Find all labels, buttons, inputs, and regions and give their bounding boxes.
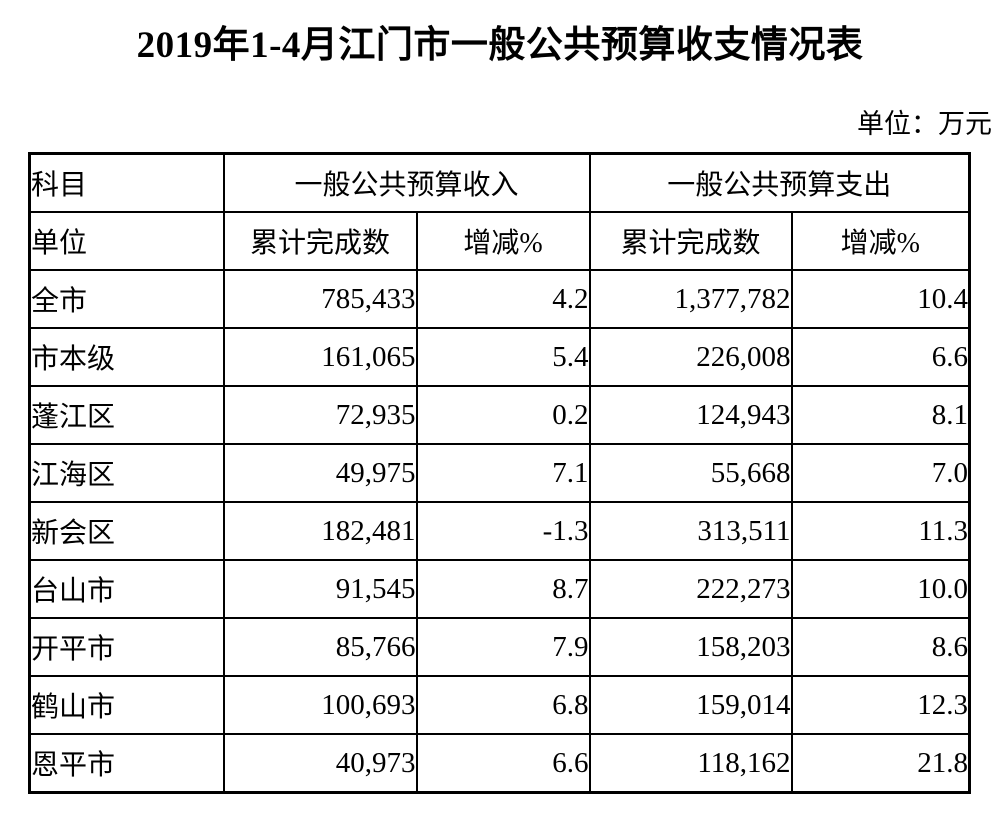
page-title: 2019年1-4月江门市一般公共预算收支情况表 — [136, 25, 864, 66]
table-row: 恩平市 40,973 6.6 118,162 21.8 — [28, 733, 971, 794]
table-row: 鹤山市 100,693 6.8 159,014 12.3 — [28, 675, 971, 735]
expenditure-value-cell: 222,273 — [588, 559, 793, 619]
income-value-cell: 72,935 — [222, 385, 418, 445]
expenditure-value-cell: 226,008 — [588, 327, 793, 387]
header-subject-label: 科目 — [28, 152, 225, 213]
table-row: 台山市 91,545 8.7 222,273 10.0 — [28, 559, 971, 619]
unit-note: 单位：万元 — [857, 109, 992, 139]
income-value-cell: 100,693 — [222, 675, 418, 735]
income-value-cell: 85,766 — [222, 617, 418, 677]
expenditure-value-cell: 55,668 — [588, 443, 793, 503]
region-cell: 全市 — [28, 269, 225, 329]
income-change-cell: 6.6 — [415, 733, 591, 794]
header-income-group: 一般公共预算收入 — [222, 152, 591, 213]
expenditure-change-cell: 12.3 — [790, 675, 971, 735]
expenditure-change-cell: 10.0 — [790, 559, 971, 619]
expenditure-change-cell: 21.8 — [790, 733, 971, 794]
table-header-column-row: 单位 累计完成数 增减% 累计完成数 增减% — [28, 211, 971, 271]
header-income-change: 增减% — [415, 211, 591, 271]
region-cell: 蓬江区 — [28, 385, 225, 445]
income-change-cell: 6.8 — [415, 675, 591, 735]
expenditure-value-cell: 118,162 — [588, 733, 793, 794]
header-income-cumulative: 累计完成数 — [222, 211, 418, 271]
income-change-cell: 5.4 — [415, 327, 591, 387]
expenditure-change-cell: 7.0 — [790, 443, 971, 503]
income-value-cell: 49,975 — [222, 443, 418, 503]
region-cell: 鹤山市 — [28, 675, 225, 735]
header-expenditure-cumulative: 累计完成数 — [588, 211, 793, 271]
income-change-cell: 0.2 — [415, 385, 591, 445]
income-change-cell: 7.1 — [415, 443, 591, 503]
region-cell: 市本级 — [28, 327, 225, 387]
income-change-cell: 7.9 — [415, 617, 591, 677]
region-cell: 江海区 — [28, 443, 225, 503]
expenditure-change-cell: 8.1 — [790, 385, 971, 445]
header-expenditure-change: 增减% — [790, 211, 971, 271]
income-change-cell: -1.3 — [415, 501, 591, 561]
income-value-cell: 785,433 — [222, 269, 418, 329]
table-header-group-row: 科目 一般公共预算收入 一般公共预算支出 — [28, 152, 971, 213]
region-cell: 新会区 — [28, 501, 225, 561]
expenditure-change-cell: 6.6 — [790, 327, 971, 387]
table-row: 江海区 49,975 7.1 55,668 7.0 — [28, 443, 971, 503]
income-change-cell: 4.2 — [415, 269, 591, 329]
table-row: 开平市 85,766 7.9 158,203 8.6 — [28, 617, 971, 677]
header-unit-label: 单位 — [28, 211, 225, 271]
table-row: 市本级 161,065 5.4 226,008 6.6 — [28, 327, 971, 387]
expenditure-value-cell: 1,377,782 — [588, 269, 793, 329]
income-value-cell: 182,481 — [222, 501, 418, 561]
table-row: 新会区 182,481 -1.3 313,511 11.3 — [28, 501, 971, 561]
income-change-cell: 8.7 — [415, 559, 591, 619]
table-row: 蓬江区 72,935 0.2 124,943 8.1 — [28, 385, 971, 445]
expenditure-change-cell: 8.6 — [790, 617, 971, 677]
expenditure-change-cell: 11.3 — [790, 501, 971, 561]
expenditure-value-cell: 158,203 — [588, 617, 793, 677]
expenditure-change-cell: 10.4 — [790, 269, 971, 329]
income-value-cell: 40,973 — [222, 733, 418, 794]
header-expenditure-group: 一般公共预算支出 — [588, 152, 971, 213]
table-row: 全市 785,433 4.2 1,377,782 10.4 — [28, 269, 971, 329]
expenditure-value-cell: 159,014 — [588, 675, 793, 735]
budget-table: 科目 一般公共预算收入 一般公共预算支出 单位 累计完成数 增减% 累计完成数 … — [28, 152, 972, 794]
region-cell: 台山市 — [28, 559, 225, 619]
expenditure-value-cell: 313,511 — [588, 501, 793, 561]
income-value-cell: 161,065 — [222, 327, 418, 387]
region-cell: 恩平市 — [28, 733, 225, 794]
region-cell: 开平市 — [28, 617, 225, 677]
income-value-cell: 91,545 — [222, 559, 418, 619]
expenditure-value-cell: 124,943 — [588, 385, 793, 445]
